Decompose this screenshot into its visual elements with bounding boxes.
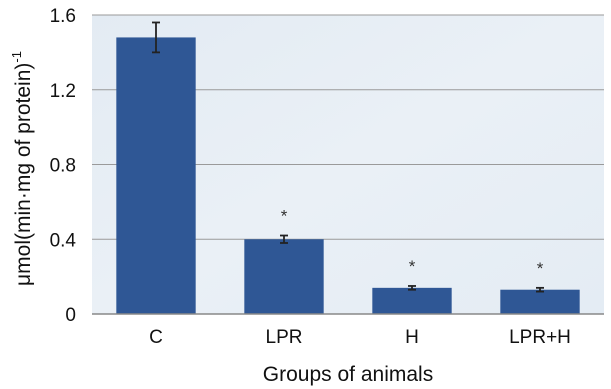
bar: [500, 289, 580, 314]
y-tick-labels: 0 0.4 0.8 1.2 1.6: [50, 6, 77, 326]
y-tick-label: 0.4: [50, 230, 77, 251]
x-axis-title: Groups of animals: [263, 363, 433, 386]
y-tick-label: 1.6: [50, 6, 76, 27]
error-bar: [280, 234, 288, 244]
x-tick-label: LPR: [266, 327, 303, 348]
bars: [116, 37, 580, 315]
y-tick-label: 0.8: [50, 156, 76, 177]
y-axis-title-exponent: -1: [9, 51, 24, 63]
significance-star: *: [281, 207, 288, 226]
error-bars: [152, 21, 544, 293]
x-tick-label: H: [405, 327, 419, 348]
x-tick-label: C: [149, 327, 163, 348]
y-axis-title: μmol(min·mg of protein)-1: [9, 51, 35, 286]
y-tick-label: 1.2: [50, 81, 76, 102]
significance-markers: * * *: [281, 207, 544, 278]
error-bar: [536, 286, 544, 293]
y-axis-title-main: μmol(min·mg of protein): [12, 63, 35, 286]
error-bar: [152, 21, 160, 54]
bar: [244, 239, 324, 314]
significance-star: *: [409, 257, 416, 276]
x-tick-label: LPR+H: [509, 327, 571, 348]
y-tick-label: 0: [65, 305, 76, 326]
x-tick-labels: C LPR H LPR+H: [149, 327, 571, 348]
error-bar: [408, 285, 416, 291]
significance-star: *: [537, 259, 544, 278]
bar: [372, 287, 452, 314]
bar: [116, 37, 196, 315]
